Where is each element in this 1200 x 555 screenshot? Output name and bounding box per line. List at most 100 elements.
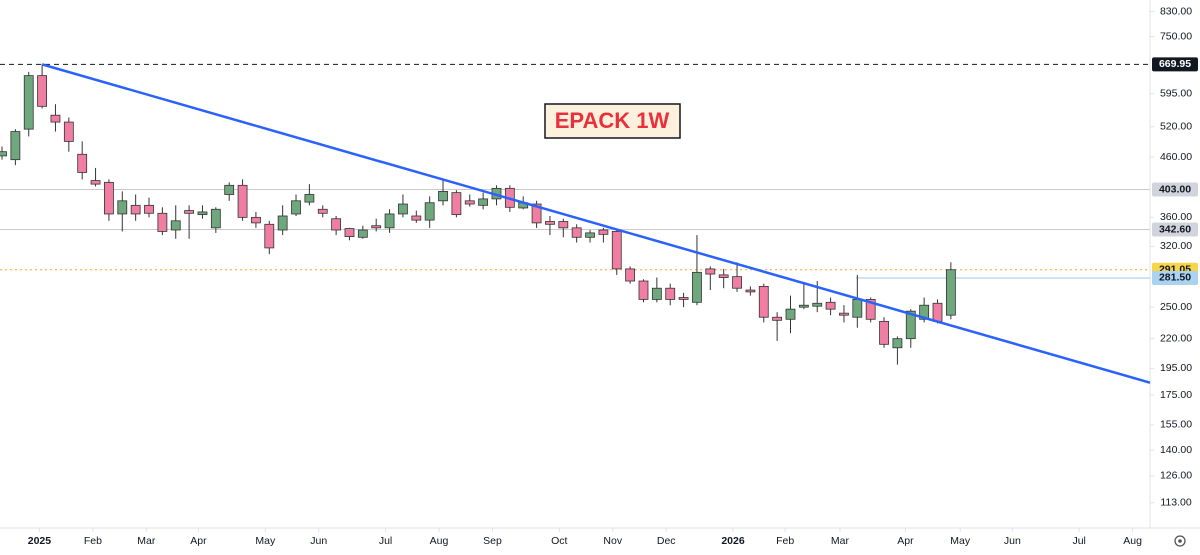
candle-body <box>170 220 181 231</box>
candle-body <box>317 208 328 214</box>
candle-body <box>37 75 47 107</box>
price-level-label: 403.00 <box>1159 183 1191 195</box>
candle-body <box>545 221 555 225</box>
candle-body <box>291 200 301 215</box>
candle-body <box>77 153 88 173</box>
x-tick-label: Mar <box>137 535 156 547</box>
candle-body <box>371 225 382 229</box>
x-tick-label: Jul <box>1072 535 1085 547</box>
candle-body <box>157 212 168 232</box>
x-tick-label: Jul <box>379 535 392 547</box>
y-tick-label: 113.00 <box>1160 497 1191 509</box>
x-tick-label: Aug <box>1123 535 1142 547</box>
candle-body <box>798 304 809 308</box>
candle-body <box>50 114 61 123</box>
price-level-label: 342.60 <box>1159 223 1191 235</box>
candle-body <box>825 301 836 310</box>
y-tick-label: 460.00 <box>1160 151 1192 163</box>
x-tick-label: Aug <box>430 535 449 547</box>
candle-body <box>692 271 702 303</box>
price-level-tag <box>1152 270 1198 285</box>
y-tick-label: 175.00 <box>1160 389 1192 401</box>
candle-body <box>892 338 903 349</box>
candle-body <box>277 215 288 231</box>
candle-body <box>531 203 542 224</box>
price-level-tag <box>1152 57 1198 72</box>
x-tick-label: Nov <box>603 535 622 547</box>
candle-body <box>812 302 823 307</box>
candle-body <box>451 192 462 216</box>
y-tick-label: 140.00 <box>1160 444 1192 456</box>
x-tick-label: Sep <box>483 535 502 547</box>
candle-body <box>598 229 609 235</box>
candle-body <box>945 269 956 316</box>
price-level-label: 669.95 <box>1159 58 1191 70</box>
candle-body <box>344 228 355 237</box>
candle-body <box>772 316 783 321</box>
candle-body <box>10 131 21 161</box>
y-tick-label: 155.00 <box>1160 419 1192 431</box>
y-tick-label: 195.00 <box>1160 362 1192 374</box>
x-tick-label: Oct <box>551 535 567 547</box>
candle-body <box>571 227 582 238</box>
candle-body <box>932 302 943 322</box>
candle-body <box>0 151 7 157</box>
candle-body <box>919 304 930 320</box>
candle-body <box>625 268 636 282</box>
candle-body <box>852 299 863 318</box>
chart-title: EPACK 1W <box>555 108 670 133</box>
candle-body <box>398 203 408 215</box>
trendline <box>41 63 1151 384</box>
y-tick-label: 520.00 <box>1160 121 1192 133</box>
candle-body <box>424 202 435 221</box>
y-tick-label: 830.00 <box>1160 5 1192 17</box>
x-tick-label: 2025 <box>28 535 52 547</box>
plot-area <box>0 63 1151 384</box>
candle-body <box>558 221 569 229</box>
y-tick-label: 126.00 <box>1160 470 1192 482</box>
candle-body <box>651 287 662 300</box>
price-level-tag <box>1152 222 1198 237</box>
candle-body <box>264 223 275 249</box>
candle-body <box>758 285 769 318</box>
price-level-tag <box>1152 182 1198 197</box>
candle-body <box>237 184 248 218</box>
x-tick-label: 2026 <box>721 535 745 547</box>
candle-body <box>665 287 676 300</box>
x-tick-label: Jun <box>310 535 327 547</box>
candle-body <box>384 213 395 229</box>
candle-body <box>144 204 154 214</box>
x-tick-label: Apr <box>190 535 207 547</box>
price-level-label: 281.50 <box>1159 272 1191 284</box>
candle-body <box>839 312 849 316</box>
candle-body <box>104 181 114 215</box>
settings-icon[interactable] <box>1174 535 1186 547</box>
candle-body <box>678 297 689 300</box>
y-tick-label: 750.00 <box>1160 30 1192 42</box>
x-tick-label: May <box>950 535 971 547</box>
candle-body <box>745 289 756 293</box>
candle-body <box>117 200 128 215</box>
candle-body <box>865 299 876 320</box>
candle-body <box>705 268 716 275</box>
candle-body <box>184 210 195 214</box>
candle-body <box>478 198 489 206</box>
candle-body <box>464 200 475 205</box>
candle-body <box>411 215 422 221</box>
candle-body <box>63 121 74 142</box>
candle-body <box>224 184 235 195</box>
x-tick-label: Apr <box>897 535 914 547</box>
candle-body <box>210 208 221 229</box>
title-box <box>544 103 681 139</box>
x-tick-label: Dec <box>657 535 676 547</box>
candle-body <box>331 218 342 231</box>
candle-body <box>718 274 729 278</box>
x-tick-label: Feb <box>776 535 794 547</box>
y-tick-label: 220.00 <box>1160 332 1192 344</box>
candle-body <box>90 180 101 185</box>
candle-body <box>879 320 889 345</box>
y-tick-label: 595.00 <box>1160 87 1192 99</box>
candle-body <box>785 308 796 320</box>
candle-body <box>251 216 261 224</box>
